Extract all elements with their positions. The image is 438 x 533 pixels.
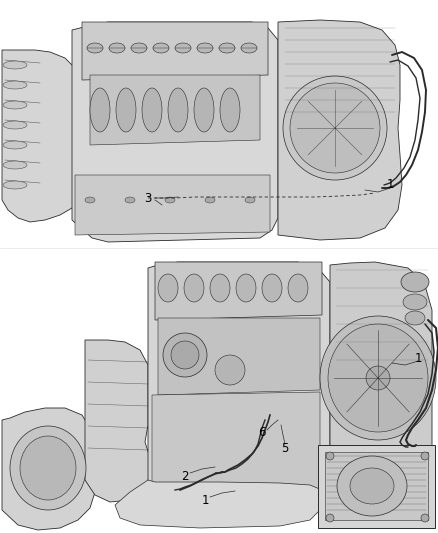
- Polygon shape: [85, 340, 152, 502]
- Polygon shape: [152, 392, 320, 498]
- Ellipse shape: [85, 197, 95, 203]
- Text: 2: 2: [181, 470, 189, 482]
- Ellipse shape: [10, 426, 86, 510]
- Ellipse shape: [3, 61, 27, 69]
- Ellipse shape: [3, 161, 27, 169]
- Ellipse shape: [215, 355, 245, 385]
- Polygon shape: [330, 262, 432, 500]
- Ellipse shape: [3, 81, 27, 89]
- Ellipse shape: [405, 311, 425, 325]
- Ellipse shape: [326, 452, 334, 460]
- Polygon shape: [75, 175, 270, 235]
- Ellipse shape: [219, 43, 235, 53]
- Polygon shape: [90, 75, 260, 145]
- Ellipse shape: [20, 436, 76, 500]
- Ellipse shape: [165, 197, 175, 203]
- Ellipse shape: [241, 43, 257, 53]
- Text: 1: 1: [386, 179, 394, 191]
- Polygon shape: [0, 252, 438, 528]
- Ellipse shape: [184, 274, 204, 302]
- Polygon shape: [2, 408, 95, 530]
- Ellipse shape: [205, 197, 215, 203]
- Polygon shape: [278, 20, 402, 240]
- Polygon shape: [72, 22, 278, 242]
- Ellipse shape: [168, 88, 188, 132]
- Ellipse shape: [171, 341, 199, 369]
- Ellipse shape: [401, 272, 429, 292]
- Polygon shape: [158, 318, 320, 395]
- Ellipse shape: [337, 456, 407, 516]
- Ellipse shape: [3, 101, 27, 109]
- Text: 3: 3: [144, 191, 152, 205]
- Ellipse shape: [350, 468, 394, 504]
- Ellipse shape: [131, 43, 147, 53]
- Ellipse shape: [283, 76, 387, 180]
- Ellipse shape: [142, 88, 162, 132]
- Ellipse shape: [116, 88, 136, 132]
- Ellipse shape: [366, 366, 390, 390]
- Ellipse shape: [153, 43, 169, 53]
- Ellipse shape: [403, 294, 427, 310]
- Ellipse shape: [109, 43, 125, 53]
- Polygon shape: [148, 262, 330, 510]
- Ellipse shape: [262, 274, 282, 302]
- Polygon shape: [325, 452, 428, 520]
- Polygon shape: [155, 262, 322, 320]
- Polygon shape: [115, 480, 322, 528]
- Ellipse shape: [3, 121, 27, 129]
- Ellipse shape: [163, 333, 207, 377]
- Ellipse shape: [197, 43, 213, 53]
- Ellipse shape: [194, 88, 214, 132]
- Ellipse shape: [175, 43, 191, 53]
- Ellipse shape: [125, 197, 135, 203]
- Ellipse shape: [158, 274, 178, 302]
- Ellipse shape: [3, 141, 27, 149]
- Ellipse shape: [290, 83, 380, 173]
- Polygon shape: [318, 445, 435, 528]
- Ellipse shape: [288, 274, 308, 302]
- Ellipse shape: [328, 324, 428, 432]
- Ellipse shape: [90, 88, 110, 132]
- Polygon shape: [82, 22, 268, 80]
- Ellipse shape: [326, 514, 334, 522]
- Ellipse shape: [220, 88, 240, 132]
- Text: 5: 5: [281, 441, 289, 455]
- Ellipse shape: [236, 274, 256, 302]
- Polygon shape: [2, 50, 82, 222]
- Text: 1: 1: [201, 494, 209, 506]
- Ellipse shape: [421, 452, 429, 460]
- Text: 1: 1: [414, 351, 422, 365]
- Text: 6: 6: [258, 425, 266, 439]
- Ellipse shape: [421, 514, 429, 522]
- Ellipse shape: [210, 274, 230, 302]
- Polygon shape: [2, 2, 436, 242]
- Ellipse shape: [87, 43, 103, 53]
- Ellipse shape: [245, 197, 255, 203]
- Ellipse shape: [3, 181, 27, 189]
- Ellipse shape: [320, 316, 436, 440]
